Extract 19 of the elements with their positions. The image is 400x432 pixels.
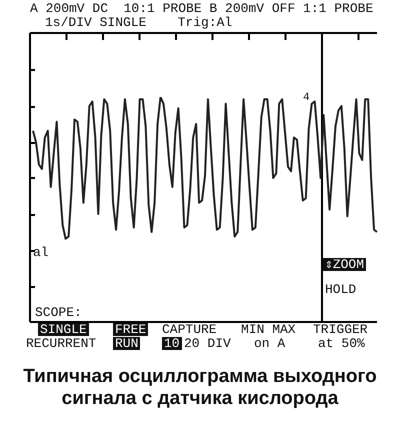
text: on A — [254, 336, 286, 351]
text: at 50% — [318, 336, 365, 351]
annotation: HOLD — [325, 282, 356, 297]
annotation: SINGLE — [38, 322, 89, 337]
annotation: CAPTURE — [162, 322, 217, 337]
text: 1s/DIV SINGLE Trig:Al — [45, 15, 232, 30]
annotation: ⇕ZOOM — [323, 257, 366, 272]
text: RECURRENT — [26, 336, 96, 351]
text: Типичная осциллограмма выходного сигнала с датчика кислорода — [22, 366, 378, 410]
annotation: TRIGGER — [313, 322, 368, 337]
text: A 200mV DC 10:1 PROBE B 200mV OFF 1:1 PROBE — [30, 1, 374, 16]
text: RUN — [113, 336, 140, 351]
text: 10 — [162, 336, 182, 351]
annotation: 4 — [303, 92, 310, 105]
annotation: SCOPE: — [35, 305, 82, 320]
annotation: FREE — [113, 322, 148, 337]
text: 20 DIV — [184, 336, 231, 351]
annotation: MIN MAX — [241, 322, 296, 337]
annotation: al — [33, 245, 49, 260]
